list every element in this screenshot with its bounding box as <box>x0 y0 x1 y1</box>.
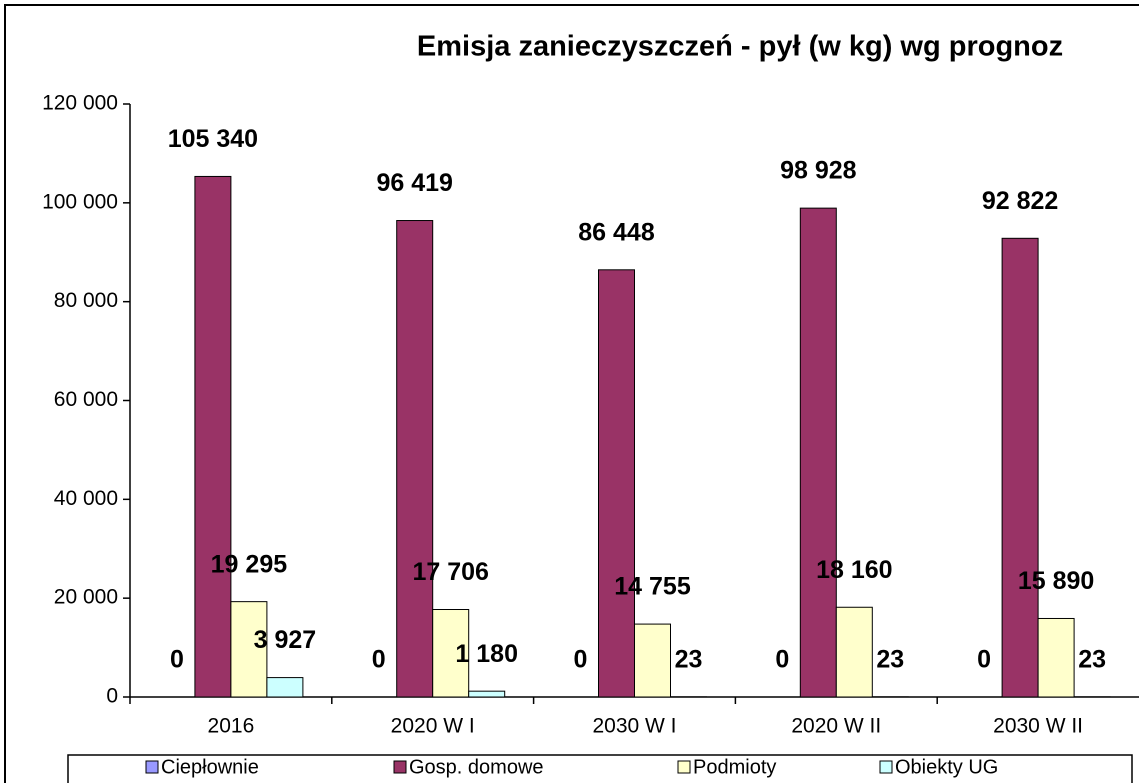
value-label: 105 340 <box>168 125 258 153</box>
value-label: 98 928 <box>780 157 857 185</box>
value-label: 14 755 <box>614 573 691 601</box>
bar <box>1001 237 1039 698</box>
x-tick-label: 2016 <box>208 715 255 738</box>
legend-swatch <box>879 760 893 774</box>
y-tick-label: 40 000 <box>54 487 118 510</box>
legend-box <box>67 754 1133 783</box>
y-tick-label: 80 000 <box>54 289 118 312</box>
y-tick-label: 20 000 <box>54 586 118 609</box>
y-tick-label: 0 <box>106 685 118 708</box>
x-tick-label: 2030 W II <box>993 715 1083 738</box>
value-label: 0 <box>170 646 184 674</box>
bar <box>266 677 304 698</box>
value-label: 96 419 <box>376 169 452 197</box>
value-label: 23 <box>1078 645 1106 673</box>
bar <box>230 601 268 698</box>
value-label: 0 <box>372 646 386 674</box>
x-tick-label: 2020 W II <box>791 715 881 738</box>
bar <box>432 609 470 698</box>
x-tick-label: 2030 W I <box>592 715 676 738</box>
bar <box>835 606 873 698</box>
bar <box>194 175 232 698</box>
bar <box>799 207 837 698</box>
legend-swatch <box>393 760 407 774</box>
chart-frame <box>4 4 1139 783</box>
y-tick-label: 100 000 <box>42 190 118 213</box>
value-label: 3 927 <box>254 626 317 654</box>
value-label: 0 <box>977 646 991 674</box>
bar <box>634 623 671 698</box>
value-label: 0 <box>574 646 588 674</box>
value-label: 0 <box>775 646 789 674</box>
y-tick-label: 120 000 <box>42 92 118 115</box>
legend-label: Ciepłownie <box>161 756 259 778</box>
value-label: 18 160 <box>816 556 892 584</box>
legend-swatch <box>145 760 159 774</box>
value-label: 17 706 <box>412 558 488 586</box>
legend-label: Obiekty UG <box>895 756 998 778</box>
value-label: 92 822 <box>982 187 1058 215</box>
chart-title: Emisja zanieczyszczeń - pył (w kg) wg pr… <box>417 31 1063 63</box>
value-label: 1 180 <box>455 640 518 668</box>
value-label: 15 890 <box>1018 567 1094 595</box>
y-tick-label: 60 000 <box>54 388 118 411</box>
bar <box>1037 617 1075 698</box>
legend-label: Podmioty <box>693 756 776 778</box>
value-label: 23 <box>675 645 703 673</box>
bar <box>468 690 506 698</box>
legend-swatch <box>677 760 691 774</box>
value-label: 86 448 <box>578 218 655 246</box>
bar <box>598 269 635 698</box>
legend-label: Gosp. domowe <box>409 756 544 778</box>
x-tick-label: 2020 W I <box>391 715 475 738</box>
value-label: 23 <box>876 645 904 673</box>
bar <box>396 220 434 698</box>
value-label: 19 295 <box>211 550 288 578</box>
